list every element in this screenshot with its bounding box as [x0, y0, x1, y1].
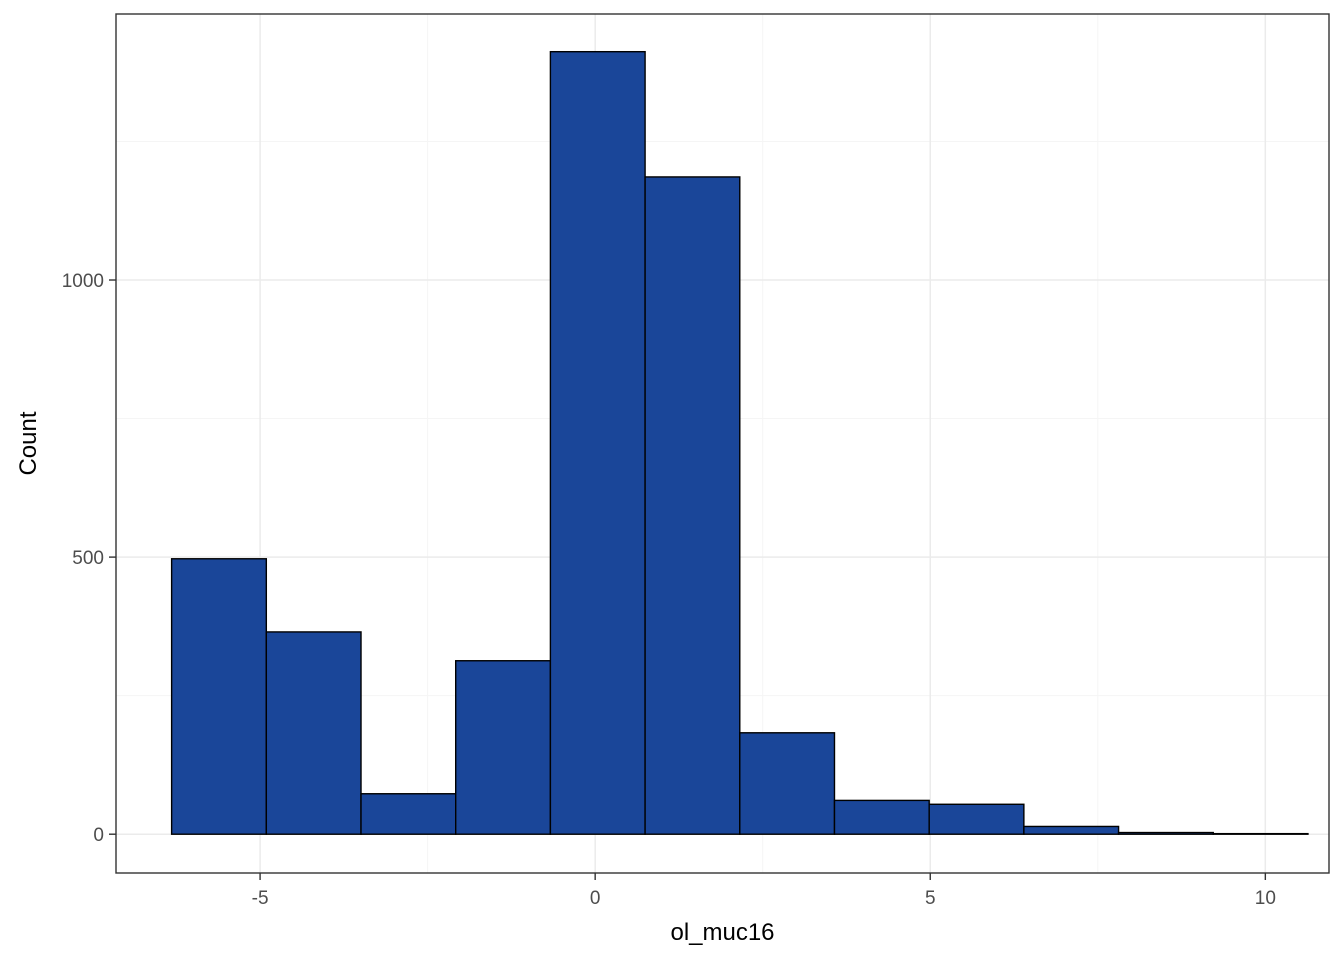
histogram-bar	[739, 732, 836, 835]
histogram-bar	[455, 660, 552, 835]
histogram-bar	[1117, 831, 1214, 835]
histogram-bar	[928, 803, 1025, 835]
histogram-bar	[1212, 832, 1309, 835]
x-tick-label: 0	[590, 888, 601, 909]
bars-layer	[170, 50, 1309, 835]
histogram-bar	[644, 176, 741, 835]
y-tick-label: 0	[93, 825, 104, 846]
histogram-bar	[265, 631, 362, 835]
panel-border	[115, 13, 1330, 874]
x-tick-label: 5	[925, 888, 936, 909]
x-tick-label: -5	[252, 888, 269, 909]
histogram-bar	[170, 558, 268, 835]
y-tick-label: 1000	[62, 271, 104, 292]
x-axis: -5 0 5 10	[252, 873, 1276, 909]
x-axis-title: ol_muc16	[670, 919, 774, 946]
y-tick-label: 500	[72, 548, 104, 569]
histogram-bar	[360, 793, 457, 835]
histogram-bar	[549, 50, 646, 835]
histogram-bar	[1023, 825, 1120, 835]
x-tick-label: 10	[1255, 888, 1276, 909]
histogram-bar	[833, 799, 930, 835]
y-axis: 0 500 1000	[62, 271, 116, 846]
y-axis-title: Count	[15, 411, 42, 475]
